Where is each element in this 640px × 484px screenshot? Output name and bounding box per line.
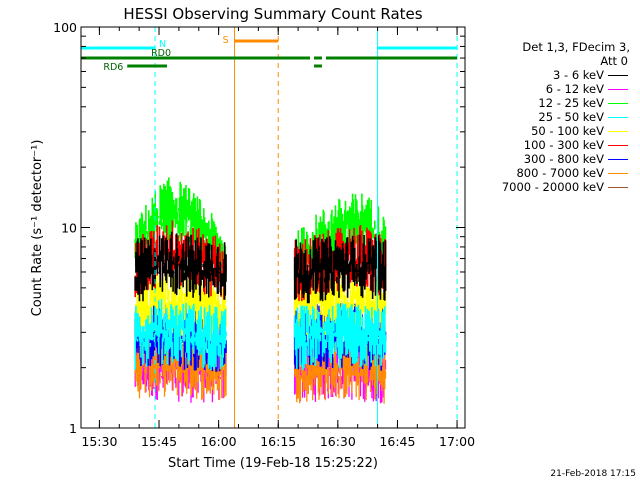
legend-entry: 25 - 50 keV: [538, 110, 628, 124]
timestamp: 21-Feb-2018 17:15: [550, 469, 636, 479]
legend-label: 25 - 50 keV: [538, 110, 604, 124]
legend-entry: 6 - 12 keV: [546, 82, 628, 96]
legend-label: 7000 - 20000 keV: [501, 180, 604, 194]
x-tick-label: 16:45: [379, 434, 415, 449]
legend-label: 800 - 7000 keV: [516, 166, 604, 180]
y-tick-label: 100: [53, 20, 77, 35]
x-tick-label: 15:45: [141, 434, 177, 449]
flag-bar-rd0: RD0: [81, 48, 458, 60]
legend-swatch: [608, 187, 628, 188]
chart-title: HESSI Observing Summary Count Rates: [123, 5, 422, 23]
legend-swatch: [608, 75, 628, 76]
legend-entry: 12 - 25 keV: [538, 96, 628, 110]
flag-label: N: [159, 39, 166, 50]
legend-swatch: [608, 103, 628, 104]
legend-swatch: [608, 145, 628, 146]
x-axis-label: Start Time (19-Feb-18 15:25:22): [168, 456, 378, 471]
flag-bar-n: N: [81, 39, 458, 50]
legend-label: 100 - 300 keV: [523, 138, 604, 152]
flag-label: S: [223, 35, 229, 46]
x-tick-label: 17:00: [439, 434, 475, 449]
axis-layer: 15:30 15:45 16:00 16:15 16:30 16:45 17:00 1 10 10…: [53, 20, 475, 449]
legend-label: 300 - 800 keV: [523, 152, 604, 166]
y-tick-label: 10: [61, 221, 77, 236]
legend-swatch: [608, 131, 628, 132]
series-3-to-6keV-kev: [134, 231, 387, 304]
flag-label: RD6: [103, 62, 123, 73]
flag-bar-rd6: RD6: [103, 62, 322, 73]
legend-entry: 3 - 6 keV: [553, 68, 628, 82]
legend-swatch: [608, 117, 628, 118]
legend-label: 12 - 25 keV: [538, 96, 604, 110]
legend-entry: 800 - 7000 keV: [516, 166, 628, 180]
legend-header: Att 0: [600, 54, 628, 68]
legend-entry: 50 - 100 keV: [531, 124, 628, 138]
x-tick-label: 16:15: [260, 434, 296, 449]
legend-swatch: [608, 89, 628, 90]
legend-entry: 300 - 800 keV: [524, 152, 628, 166]
x-tick-label: 16:30: [320, 434, 356, 449]
x-tick-label: 16:00: [201, 434, 237, 449]
legend-entry: 100 - 300 keV: [524, 138, 628, 152]
legend-header: Det 1,3, FDecim 3,: [522, 40, 630, 54]
data-layer: [134, 177, 387, 404]
legend-label: 3 - 6 keV: [553, 68, 604, 82]
legend-label: 6 - 12 keV: [545, 82, 604, 96]
legend-swatch: [608, 173, 628, 174]
legend-label: 50 - 100 keV: [531, 124, 604, 138]
series-line: [134, 231, 387, 304]
y-axis-label: Count Rate (s⁻¹ detector⁻¹): [30, 140, 45, 317]
legend-swatch: [608, 159, 628, 160]
flag-label: RD0: [151, 48, 171, 59]
flag-bar-s: S: [223, 35, 279, 46]
y-tick-label: 1: [69, 421, 77, 436]
x-tick-label: 15:30: [81, 434, 117, 449]
legend-entry: 7000 - 20000 keV: [502, 180, 628, 194]
